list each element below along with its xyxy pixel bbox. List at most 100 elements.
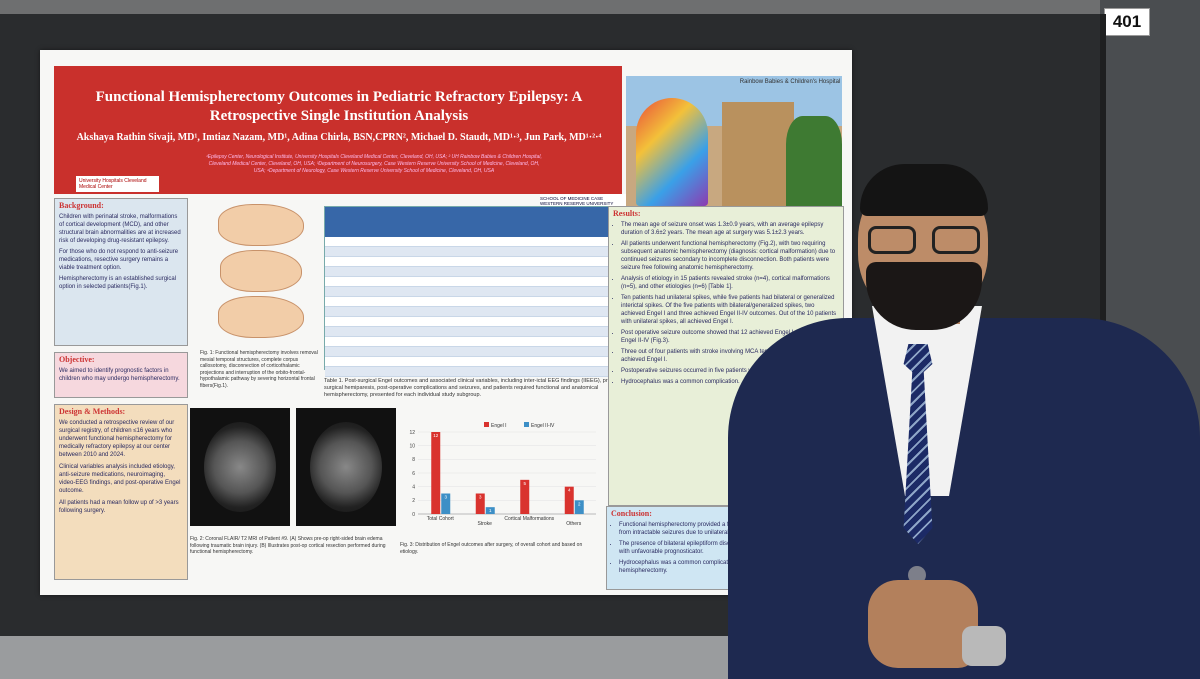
design-item: We conducted a retrospective review of o… — [59, 420, 175, 458]
fig2-caption: Fig. 2: Coronal FLAIR/ T2 MRI of Patient… — [190, 536, 386, 555]
results-item: Postoperative seizures occurred in five … — [621, 367, 839, 375]
design-item: All patients had a mean follow up of >3 … — [59, 500, 179, 514]
conclusion-item: Functional hemispherectomy provided a fa… — [619, 521, 841, 537]
glasses-icon — [868, 226, 984, 258]
x-tick-label: Cortical Malformations — [504, 516, 554, 522]
table-row — [325, 277, 609, 287]
brain-illustration-3 — [218, 296, 304, 338]
data-label: 3 — [444, 495, 447, 500]
bar — [485, 507, 495, 514]
y-tick-label: 12 — [409, 430, 415, 436]
table-row — [325, 297, 609, 307]
results-item: Three out of four patients with stroke i… — [621, 348, 839, 364]
hospital-building — [722, 102, 794, 210]
presenter-beard — [866, 262, 982, 330]
table-row — [325, 337, 609, 347]
y-tick-label: 8 — [412, 457, 415, 463]
legend-label: Engel I — [491, 423, 507, 429]
presenter-hand — [868, 580, 978, 668]
results-item: Hydrocephalus was a common complication. — [621, 378, 839, 386]
poster-affiliations: ¹Epilepsy Center, Neurological Institute… — [206, 154, 542, 174]
tree — [786, 116, 842, 210]
table-row — [325, 247, 609, 257]
mri-image-b — [296, 408, 396, 526]
bar — [475, 493, 485, 514]
bar — [574, 500, 584, 514]
y-tick-label: 6 — [412, 471, 415, 477]
objective-item: We aimed to identify prognostic factors … — [59, 368, 180, 382]
table-row — [325, 287, 609, 297]
results-item: Ten patients had unilateral spikes, whil… — [621, 294, 839, 326]
data-label: 2 — [578, 501, 581, 506]
table-row — [325, 307, 609, 317]
background-heading: Background: — [59, 201, 104, 210]
background-section: Background: Children with perinatal stro… — [54, 198, 188, 346]
suit-button — [908, 566, 926, 584]
poster-title: Functional Hemispherectomy Outcomes in P… — [95, 89, 583, 124]
uh-logo: University Hospitals Cleveland Medical C… — [76, 176, 159, 192]
hospital-photo: Rainbow Babies & Children's Hospital — [626, 76, 842, 210]
table-caption: Table 1. Post-surgical Engel outcomes an… — [324, 378, 613, 398]
data-label: 0 — [533, 515, 536, 520]
x-tick-label: Others — [566, 521, 582, 527]
title-banner: Functional Hemispherectomy Outcomes in P… — [54, 66, 626, 208]
bar — [520, 479, 530, 514]
fig3-caption: Fig. 3: Distribution of Engel outcomes a… — [400, 542, 583, 555]
rainbow-sculpture — [636, 98, 708, 206]
ceiling — [0, 0, 1200, 14]
results-item: The mean age of seizure onset was 1.3±0.… — [621, 221, 839, 237]
y-tick-label: 4 — [412, 484, 415, 490]
table-header — [325, 207, 609, 237]
table-row — [325, 237, 609, 247]
table-row — [325, 327, 609, 337]
objective-heading: Objective: — [59, 355, 95, 364]
poster: Functional Hemispherectomy Outcomes in P… — [40, 50, 852, 595]
wristwatch-icon — [962, 626, 1006, 666]
design-heading: Design & Methods: — [59, 407, 126, 416]
table-row — [325, 317, 609, 327]
table-row — [325, 347, 609, 357]
rainbow-logo: Rainbow Babies & Children's Hospital — [739, 79, 841, 85]
booth-number: 401 — [1104, 8, 1150, 36]
objective-section: Objective: We aimed to identify prognost… — [54, 352, 188, 398]
bar — [441, 493, 451, 514]
background-item: Hemispherectomy is an established surgic… — [59, 276, 177, 290]
results-item: Analysis of etiology in 15 patients reve… — [621, 275, 839, 291]
x-tick-label: Total Cohort — [427, 516, 455, 522]
y-tick-label: 10 — [409, 443, 415, 449]
presenter-hair — [860, 164, 988, 216]
x-tick-label: Stroke — [478, 521, 493, 527]
table-row — [325, 367, 609, 377]
results-table — [324, 206, 610, 377]
data-label: 1 — [489, 508, 492, 513]
bar — [564, 486, 574, 514]
design-methods-section: Design & Methods: We conducted a retrosp… — [54, 404, 188, 580]
brain-illustration-2 — [220, 250, 302, 292]
results-item: Post operative seizure outcome showed th… — [621, 329, 839, 345]
table-row — [325, 357, 609, 367]
table-row — [325, 267, 609, 277]
y-tick-label: 2 — [412, 498, 415, 504]
legend-swatch — [484, 422, 489, 427]
poster-authors: Akshaya Rathin Sivaji, MD¹, Imtiaz Nazam… — [76, 132, 602, 143]
data-label: 3 — [479, 495, 482, 500]
cwru-logo: SCHOOL OF MEDICINE CASE WESTERN RESERVE … — [540, 194, 626, 208]
data-label: 5 — [523, 481, 526, 486]
bar — [431, 432, 441, 514]
results-heading: Results: — [613, 209, 641, 218]
table-row — [325, 257, 609, 267]
fig1-caption: Fig. 1: Functional hemispherectomy invol… — [200, 350, 318, 389]
background-item: For those who do not respond to anti-sei… — [59, 249, 179, 271]
conclusion-heading: Conclusion: — [611, 509, 652, 518]
y-tick-label: 0 — [412, 512, 415, 518]
mri-image-a — [190, 408, 290, 526]
background-item: Children with perinatal stroke, malforma… — [59, 214, 181, 244]
data-label: 12 — [433, 433, 439, 438]
results-item: All patients underwent functional hemisp… — [621, 240, 839, 272]
brain-illustration-1 — [218, 204, 304, 246]
legend-label: Engel II-IV — [531, 423, 555, 429]
legend-swatch — [524, 422, 529, 427]
design-item: Clinical variables analysis included eti… — [59, 464, 181, 494]
conclusion-item: Hydrocephalus was a common complication … — [619, 559, 841, 575]
